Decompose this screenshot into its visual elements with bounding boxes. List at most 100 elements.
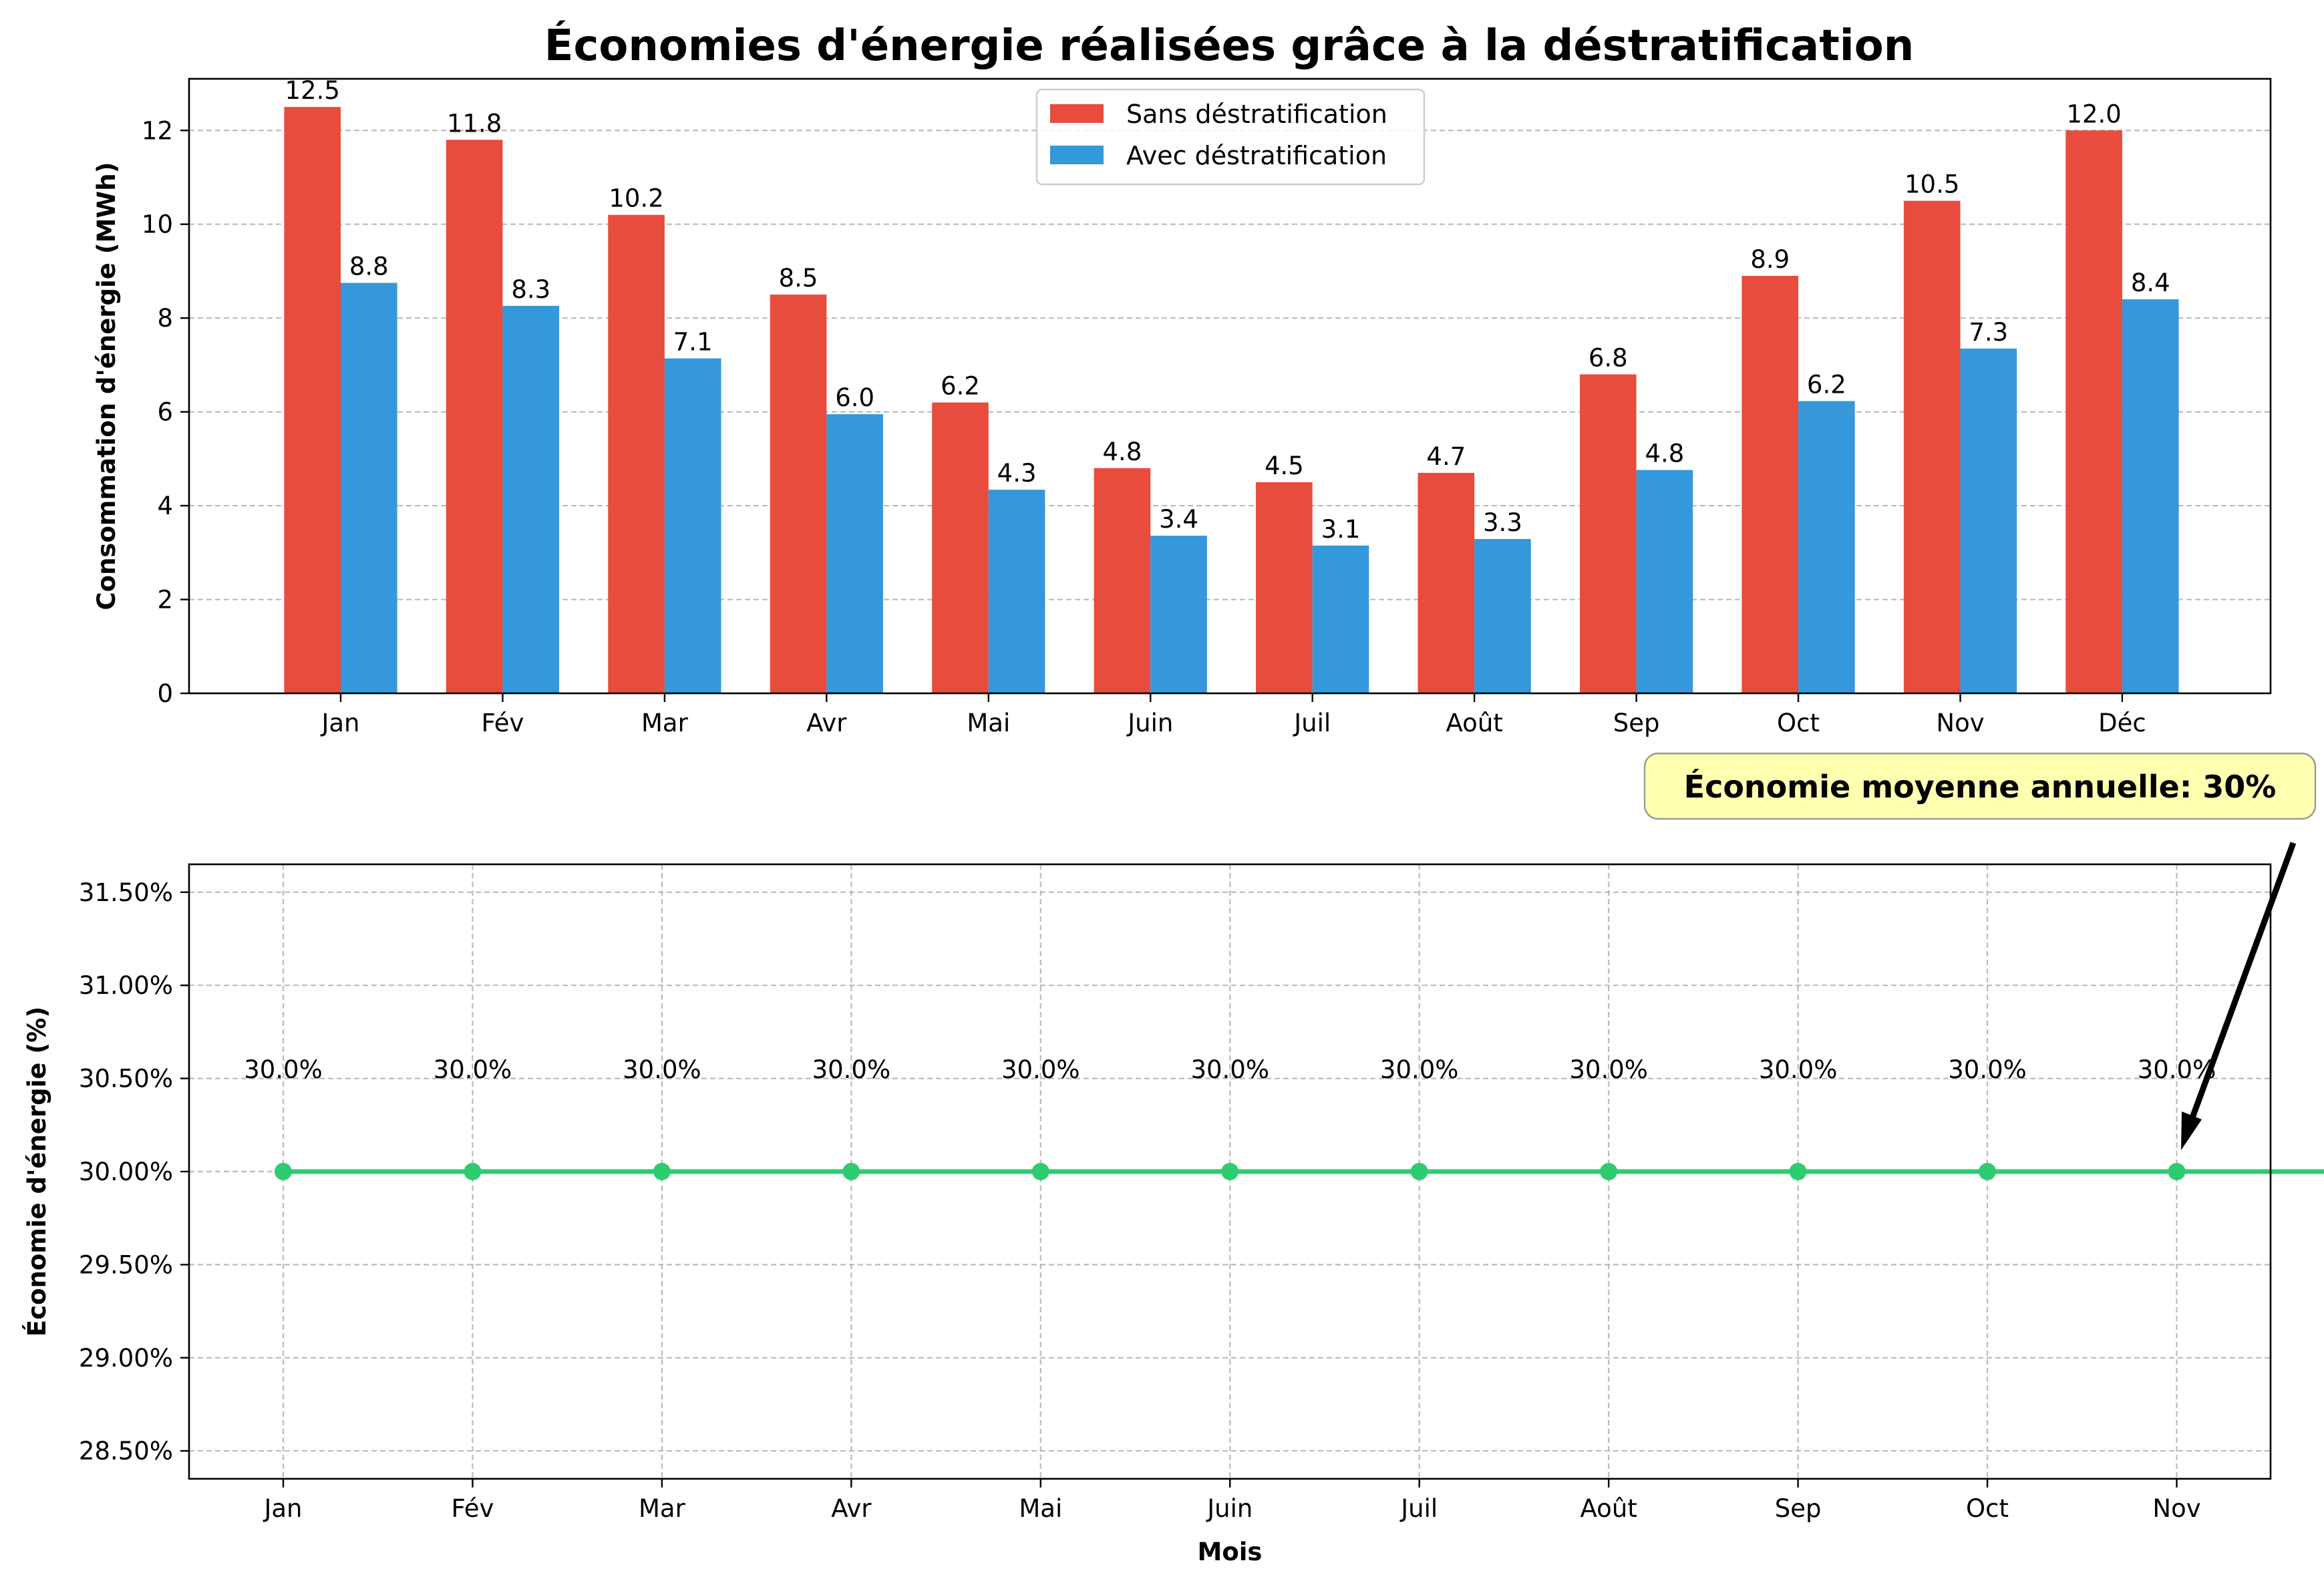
line-chart-y-tick-label: 30.00% xyxy=(79,1158,173,1186)
line-x-tick-label-oct: Oct xyxy=(1966,1494,2009,1523)
legend-label-sans: Sans déstratification xyxy=(1126,100,1387,129)
bar-chart-y-tick-label: 2 xyxy=(157,586,173,614)
value-label-avec-jan: 8.8 xyxy=(349,252,389,281)
line-chart-y-tick-label: 28.50% xyxy=(79,1437,173,1465)
point-mar xyxy=(653,1163,671,1180)
point-label-avr: 30.0% xyxy=(812,1055,891,1084)
value-label-avec-oct: 6.2 xyxy=(1807,370,1846,399)
x-tick-label-mai: Mai xyxy=(967,709,1010,737)
annotation-text: Économie moyenne annuelle: 30% xyxy=(1684,769,2277,805)
bar-avec-avr xyxy=(826,414,883,693)
line-x-tick-label-juin: Juin xyxy=(1206,1494,1253,1523)
legend: Sans déstratification Avec déstratificat… xyxy=(1035,88,1426,186)
bar-avec-dec xyxy=(2122,299,2179,694)
point-label-sep: 30.0% xyxy=(1759,1055,1838,1084)
line-chart-x-axis-label: Mois xyxy=(1198,1538,1263,1566)
value-label-avec-juil: 3.1 xyxy=(1321,515,1361,544)
line-x-tick-label-jan: Jan xyxy=(263,1494,302,1523)
line-chart-y-ticks: 28.50% 29.00% 29.50% 30.00% 30.50% 31.00% 31.5… xyxy=(79,878,189,1465)
value-label-avec-aout: 3.3 xyxy=(1483,508,1522,537)
x-tick-label-oct: Oct xyxy=(1777,709,1820,737)
value-label-sans-juil: 4.5 xyxy=(1265,452,1304,480)
bar-avec-mai xyxy=(988,490,1045,693)
point-nov xyxy=(2168,1163,2186,1180)
bar-sans-aout xyxy=(1418,472,1475,693)
point-label-aout: 30.0% xyxy=(1569,1055,1648,1084)
bar-chart-y-tick-label: 6 xyxy=(157,398,173,427)
point-label-juin: 30.0% xyxy=(1190,1055,1269,1084)
value-label-sans-juin: 4.8 xyxy=(1103,437,1142,466)
value-label-sans-aout: 4.7 xyxy=(1426,442,1466,471)
bar-chart-y-tick-label: 10 xyxy=(142,210,173,239)
annotation: Économie moyenne annuelle: 30% xyxy=(1643,752,2317,1150)
line-chart-y-tick-label: 29.00% xyxy=(79,1344,173,1373)
line-chart-y-tick-label: 29.50% xyxy=(79,1250,173,1279)
bar-avec-fev xyxy=(502,305,560,693)
line-chart-y-tick-label: 31.00% xyxy=(79,971,173,1000)
line-x-tick-label-nov: Nov xyxy=(2152,1494,2200,1523)
bar-chart-y-tick-label: 4 xyxy=(157,492,173,520)
value-label-sans-dec: 12.0 xyxy=(2066,100,2121,128)
x-tick-label-fev: Fév xyxy=(481,709,524,737)
line-chart-y-tick-label: 30.50% xyxy=(79,1065,173,1093)
value-label-sans-mar: 10.2 xyxy=(609,184,663,213)
legend-box xyxy=(1035,88,1426,186)
annotation-box xyxy=(1643,752,2317,820)
value-label-avec-sep: 4.8 xyxy=(1645,439,1684,468)
annotation-arrow-shaft xyxy=(2188,842,2297,1121)
bar-avec-nov xyxy=(1960,348,2017,693)
bar-chart-y-ticks: 0 2 4 6 8 10 12 xyxy=(142,116,189,708)
x-tick-label-aout: Août xyxy=(1446,709,1503,737)
annotation-arrow-head xyxy=(2181,1111,2202,1150)
point-label-fev: 30.0% xyxy=(434,1055,512,1084)
value-label-avec-mai: 4.3 xyxy=(997,459,1037,488)
line-x-tick-label-fev: Fév xyxy=(451,1494,494,1523)
value-label-sans-mai: 6.2 xyxy=(941,372,980,401)
line-chart-value-labels: 30.0% 30.0% 30.0% 30.0% 30.0% 30.0% 30.0% 30.0%… xyxy=(244,1055,2216,1084)
x-tick-label-dec: Déc xyxy=(2098,709,2146,737)
value-label-avec-avr: 6.0 xyxy=(835,383,874,412)
bar-avec-oct xyxy=(1798,401,1855,693)
line-x-tick-label-mai: Mai xyxy=(1019,1494,1062,1523)
value-label-avec-mar: 7.1 xyxy=(673,328,713,357)
bar-avec-juin xyxy=(1150,536,1207,693)
point-label-mai: 30.0% xyxy=(1001,1055,1080,1084)
point-label-juil: 30.0% xyxy=(1380,1055,1459,1084)
point-label-jan: 30.0% xyxy=(244,1055,323,1084)
bar-sans-fev xyxy=(446,140,503,693)
bar-avec-mar xyxy=(664,358,721,693)
x-tick-label-mar: Mar xyxy=(641,709,689,737)
point-sep xyxy=(1789,1163,1807,1180)
bar-sans-jan xyxy=(284,107,341,694)
bar-sans-juin xyxy=(1094,468,1151,693)
bar-sans-mai xyxy=(932,402,989,693)
bar-avec-sep xyxy=(1636,470,1693,693)
value-label-sans-nov: 10.5 xyxy=(1904,170,1959,199)
bar-chart-y-tick-label: 12 xyxy=(142,116,173,145)
line-chart-y-tick-label: 31.50% xyxy=(79,878,173,907)
line-chart-series xyxy=(275,1163,2324,1180)
point-label-oct: 30.0% xyxy=(1948,1055,2027,1084)
line-chart-panel: 30.0% 30.0% 30.0% 30.0% 30.0% 30.0% 30.0% 30.0%… xyxy=(22,863,2324,1566)
point-label-mar: 30.0% xyxy=(623,1055,701,1084)
x-tick-label-jan: Jan xyxy=(320,709,359,737)
value-label-sans-avr: 8.5 xyxy=(779,264,818,293)
chart-title: Économies d'énergie réalisées grâce à la… xyxy=(544,20,1915,71)
point-mai xyxy=(1031,1163,1049,1180)
bar-sans-sep xyxy=(1580,374,1637,693)
x-tick-label-nov: Nov xyxy=(1936,709,1984,737)
bar-avec-jan xyxy=(341,283,397,693)
point-avr xyxy=(842,1163,860,1180)
bar-avec-juil xyxy=(1312,545,1369,693)
point-juin xyxy=(1221,1163,1239,1180)
bar-chart-value-labels: 12.5 8.8 11.8 8.3 10.2 7.1 8.5 6.0 6.2 4.3 4.8 3.4 4… xyxy=(285,76,2170,544)
legend-label-avec: Avec déstratification xyxy=(1126,141,1387,170)
bar-chart-frame xyxy=(188,77,2272,695)
value-label-sans-fev: 11.8 xyxy=(447,109,502,138)
bar-chart-y-tick-label: 8 xyxy=(157,304,173,333)
value-label-avec-juin: 3.4 xyxy=(1159,505,1198,534)
line-x-tick-label-aout: Août xyxy=(1581,1494,1637,1523)
value-label-avec-fev: 8.3 xyxy=(511,275,550,304)
